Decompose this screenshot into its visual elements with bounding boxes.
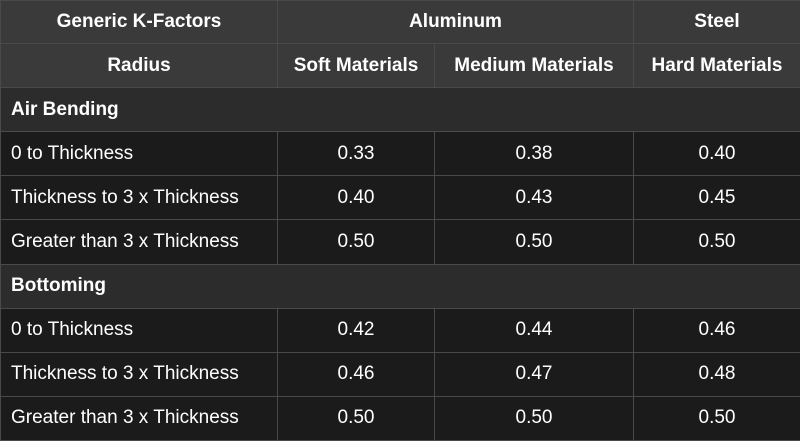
hard-value-cell: 0.45 bbox=[633, 175, 800, 221]
group-header-steel: Steel bbox=[633, 0, 800, 44]
radius-cell: Greater than 3 x Thickness bbox=[0, 219, 278, 265]
section-row-air-bending: Air Bending bbox=[0, 86, 800, 133]
table-row: Greater than 3 x Thickness 0.50 0.50 0.5… bbox=[0, 219, 800, 265]
table-row: Thickness to 3 x Thickness 0.40 0.43 0.4… bbox=[0, 175, 800, 221]
medium-value-cell: 0.38 bbox=[433, 131, 635, 177]
medium-value-cell: 0.50 bbox=[433, 219, 635, 265]
header-row-columns: Radius Soft Materials Medium Materials H… bbox=[0, 43, 800, 88]
hard-value-cell: 0.46 bbox=[633, 307, 800, 353]
group-header-aluminum: Aluminum bbox=[276, 0, 635, 44]
medium-value-cell: 0.47 bbox=[433, 351, 635, 397]
radius-cell: Thickness to 3 x Thickness bbox=[0, 351, 278, 397]
column-header-hard: Hard Materials bbox=[633, 43, 800, 88]
table-row: 0 to Thickness 0.33 0.38 0.40 bbox=[0, 131, 800, 177]
column-header-soft: Soft Materials bbox=[277, 43, 435, 88]
radius-cell: 0 to Thickness bbox=[0, 307, 278, 353]
section-title: Bottoming bbox=[0, 263, 800, 309]
hard-value-cell: 0.48 bbox=[633, 351, 800, 397]
column-header-radius: Radius bbox=[0, 43, 278, 88]
radius-cell: 0 to Thickness bbox=[0, 131, 278, 177]
section-title: Air Bending bbox=[0, 86, 800, 133]
table-row: 0 to Thickness 0.42 0.44 0.46 bbox=[0, 307, 800, 353]
hard-value-cell: 0.50 bbox=[633, 395, 800, 441]
medium-value-cell: 0.43 bbox=[433, 175, 635, 221]
soft-value-cell: 0.42 bbox=[277, 307, 435, 353]
soft-value-cell: 0.33 bbox=[277, 131, 435, 177]
table-body: Air Bending 0 to Thickness 0.33 0.38 0.4… bbox=[0, 86, 800, 441]
column-header-medium: Medium Materials bbox=[433, 43, 635, 88]
medium-value-cell: 0.44 bbox=[433, 307, 635, 353]
soft-value-cell: 0.46 bbox=[277, 351, 435, 397]
medium-value-cell: 0.50 bbox=[433, 395, 635, 441]
soft-value-cell: 0.40 bbox=[277, 175, 435, 221]
section-row-bottoming: Bottoming bbox=[0, 263, 800, 309]
table-row: Greater than 3 x Thickness 0.50 0.50 0.5… bbox=[0, 395, 800, 441]
radius-cell: Thickness to 3 x Thickness bbox=[0, 175, 278, 221]
header-row-groups: Generic K-Factors Aluminum Steel bbox=[0, 0, 800, 44]
radius-cell: Greater than 3 x Thickness bbox=[0, 395, 278, 441]
table-header: Generic K-Factors Aluminum Steel Radius … bbox=[0, 0, 800, 88]
hard-value-cell: 0.50 bbox=[633, 219, 800, 265]
soft-value-cell: 0.50 bbox=[277, 395, 435, 441]
table-row: Thickness to 3 x Thickness 0.46 0.47 0.4… bbox=[0, 351, 800, 397]
soft-value-cell: 0.50 bbox=[277, 219, 435, 265]
hard-value-cell: 0.40 bbox=[633, 131, 800, 177]
table-title: Generic K-Factors bbox=[0, 0, 278, 44]
